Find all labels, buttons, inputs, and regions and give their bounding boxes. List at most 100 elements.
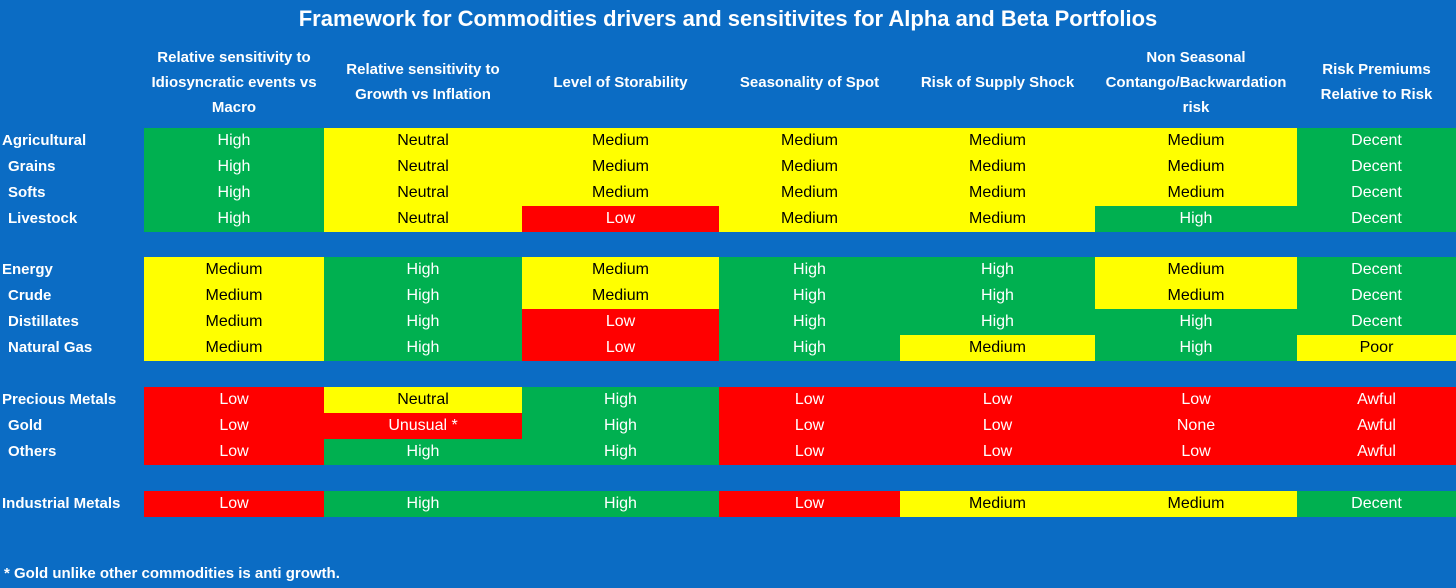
table-cell: Medium — [1095, 180, 1297, 206]
row-label: Grains — [8, 158, 56, 175]
table-cell: Neutral — [324, 128, 522, 154]
table-cell: High — [719, 309, 900, 335]
table-cell: High — [522, 439, 719, 465]
table-cell: Medium — [900, 335, 1095, 361]
table-cell: High — [1095, 335, 1297, 361]
row-label: Industrial Metals — [2, 495, 121, 512]
table-cell: High — [900, 283, 1095, 309]
table-cell: Low — [719, 491, 900, 517]
table-cell: High — [324, 257, 522, 283]
table-cell: Medium — [522, 154, 719, 180]
table-cell: Medium — [900, 206, 1095, 232]
table-cell: High — [1095, 309, 1297, 335]
table-cell: Neutral — [324, 180, 522, 206]
table-cell: Low — [900, 413, 1095, 439]
row-label: Agricultural — [2, 132, 87, 149]
table-cell: High — [1095, 206, 1297, 232]
row-label: Natural Gas — [8, 339, 93, 356]
table-cell: Medium — [900, 491, 1095, 517]
table-cell: Awful — [1297, 413, 1456, 439]
row-label: Livestock — [8, 210, 78, 227]
table-cell: High — [144, 128, 324, 154]
footnote: * Gold unlike other commodities is anti … — [4, 565, 340, 582]
table-cell: Neutral — [324, 154, 522, 180]
table-cell: High — [144, 180, 324, 206]
table-cell: High — [900, 257, 1095, 283]
column-header: Relative sensitivity to Idiosyncratic ev… — [151, 48, 317, 116]
table-cell: Low — [719, 387, 900, 413]
table-cell: Low — [522, 206, 719, 232]
table-cell: Decent — [1297, 154, 1456, 180]
table-cell: Poor — [1297, 335, 1456, 361]
table-cell: High — [522, 387, 719, 413]
table-cell: Medium — [1095, 491, 1297, 517]
row-label: Precious Metals — [2, 391, 117, 408]
table-cell: Medium — [719, 128, 900, 154]
table-cell: High — [522, 413, 719, 439]
table-cell: Medium — [522, 128, 719, 154]
table-cell: Medium — [144, 283, 324, 309]
table-cell: High — [719, 257, 900, 283]
table-cell: Medium — [719, 154, 900, 180]
table-cell: Low — [900, 387, 1095, 413]
table-cell: Decent — [1297, 491, 1456, 517]
table-cell: Medium — [522, 283, 719, 309]
table-cell: Medium — [900, 128, 1095, 154]
table-cell: Decent — [1297, 180, 1456, 206]
page-title: Framework for Commodities drivers and se… — [298, 6, 1158, 31]
column-header: Relative sensitivity to Growth vs Inflat… — [346, 61, 500, 103]
table-cell: Low — [144, 413, 324, 439]
table-cell: Low — [144, 491, 324, 517]
table-cell: High — [719, 335, 900, 361]
table-cell: Medium — [900, 180, 1095, 206]
table-cell: High — [324, 491, 522, 517]
table-cell: Unusual * — [324, 413, 522, 439]
table-cell: High — [719, 283, 900, 309]
table-cell: Medium — [144, 257, 324, 283]
table-cell: Medium — [900, 154, 1095, 180]
table-cell: Medium — [144, 335, 324, 361]
column-header: Seasonality of Spot — [739, 73, 880, 91]
table-cell: Decent — [1297, 257, 1456, 283]
column-header: Risk Premiums Relative to Risk — [1320, 61, 1433, 103]
table-cell: Medium — [1095, 257, 1297, 283]
table-cell: Awful — [1297, 387, 1456, 413]
row-label: Crude — [8, 287, 52, 304]
table-cell: Medium — [719, 206, 900, 232]
table-cell: Low — [719, 439, 900, 465]
row-label: Softs — [8, 184, 46, 201]
table-cell: Medium — [719, 180, 900, 206]
row-label: Distillates — [8, 313, 79, 330]
table-cell: Decent — [1297, 283, 1456, 309]
table-cell: Decent — [1297, 309, 1456, 335]
table-cell: Awful — [1297, 439, 1456, 465]
table-cell: High — [324, 335, 522, 361]
table-cell: High — [324, 309, 522, 335]
table-cell: Medium — [1095, 283, 1297, 309]
table-cell: None — [1095, 413, 1297, 439]
column-header: Non Seasonal Contango/Backwardation risk — [1105, 48, 1287, 116]
table-cell: Neutral — [324, 206, 522, 232]
table-cell: Low — [144, 439, 324, 465]
table-cell: Medium — [1095, 154, 1297, 180]
table-cell: Low — [1095, 439, 1297, 465]
table-cell: Low — [1095, 387, 1297, 413]
table-cell: High — [324, 283, 522, 309]
table-cell: Low — [900, 439, 1095, 465]
table-cell: Neutral — [324, 387, 522, 413]
row-label: Gold — [8, 417, 43, 434]
column-header: Risk of Supply Shock — [920, 73, 1075, 91]
table-cell: Medium — [144, 309, 324, 335]
table-cell: High — [324, 439, 522, 465]
table-cell: Low — [522, 335, 719, 361]
table-cell: Low — [719, 413, 900, 439]
table-cell: High — [144, 154, 324, 180]
table-cell: Decent — [1297, 128, 1456, 154]
table-cell: High — [144, 206, 324, 232]
row-label: Energy — [2, 261, 53, 278]
table-cell: High — [900, 309, 1095, 335]
table-cell: High — [522, 491, 719, 517]
table-cell: Medium — [522, 257, 719, 283]
table-cell: Medium — [522, 180, 719, 206]
table-cell: Low — [144, 387, 324, 413]
